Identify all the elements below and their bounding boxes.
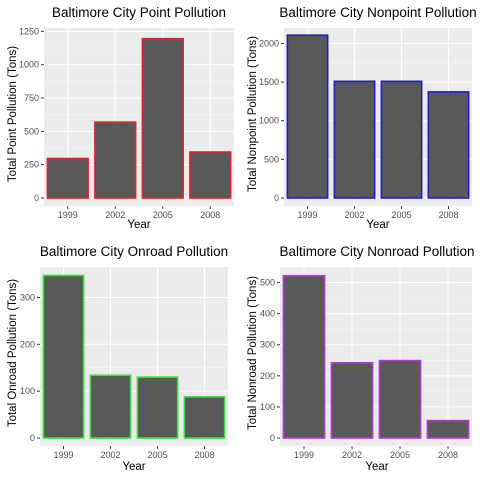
x-tick-label: 2005 <box>390 450 410 460</box>
x-tick-label: 2002 <box>100 450 120 460</box>
x-tick-label: 2008 <box>438 210 458 220</box>
x-tick-label: 1999 <box>53 450 73 460</box>
y-tick-label: 400 <box>260 309 275 319</box>
x-axis-title: Year <box>366 219 389 231</box>
x-axis-title: Year <box>365 461 388 473</box>
y-tick-label: 0 <box>274 193 279 203</box>
x-axis-title: Year <box>127 219 150 231</box>
y-axis-title: Total Nonroad Pollution (Tons) <box>247 276 259 430</box>
x-tick-label: 2005 <box>391 210 411 220</box>
x-tick-label: 2002 <box>105 210 125 220</box>
x-axis-title: Year <box>122 461 145 473</box>
y-tick-label: 300 <box>260 340 275 350</box>
y-tick-label: 0 <box>34 193 39 203</box>
y-tick-label: 750 <box>24 93 39 103</box>
bar-1999 <box>287 35 327 198</box>
bar-2008 <box>428 92 468 198</box>
x-tick-label: 2008 <box>200 210 220 220</box>
y-tick-label: 1000 <box>19 60 39 70</box>
y-tick-label: 100 <box>20 386 35 396</box>
x-tick-label: 2002 <box>344 210 364 220</box>
bar-2002 <box>334 81 374 198</box>
bar-2002 <box>331 363 372 438</box>
bar-2005 <box>142 39 183 198</box>
y-tick-label: 100 <box>260 402 275 412</box>
x-tick-label: 2005 <box>153 210 173 220</box>
x-tick-label: 1999 <box>294 450 314 460</box>
bar-1999 <box>283 276 324 438</box>
y-tick-label: 1250 <box>19 26 39 36</box>
y-tick-label: 0 <box>30 433 35 443</box>
chart-title: Baltimore City Nonpoint Pollution <box>279 5 476 20</box>
bar-2002 <box>95 122 136 198</box>
bar-2008 <box>184 397 224 438</box>
y-tick-label: 200 <box>260 371 275 381</box>
y-tick-label: 500 <box>264 154 279 164</box>
y-tick-label: 1500 <box>259 77 279 87</box>
y-axis-title: Total Point Pollution (Tons) <box>7 46 19 182</box>
x-tick-label: 1999 <box>58 210 78 220</box>
bar-2002 <box>90 375 130 438</box>
chart-onroad-pollution: Baltimore City Onroad Pollution Year Tot… <box>7 244 228 473</box>
bar-2008 <box>190 152 231 198</box>
y-tick-label: 200 <box>20 339 35 349</box>
x-tick-label: 2008 <box>438 450 458 460</box>
y-tick-label: 2000 <box>259 38 279 48</box>
bar-2008 <box>427 421 468 438</box>
y-tick-label: 250 <box>24 160 39 170</box>
x-tick-label: 2002 <box>342 450 362 460</box>
x-tick-label: 1999 <box>297 210 317 220</box>
chart-title: Baltimore City Nonroad Pollution <box>279 244 474 259</box>
y-tick-label: 1000 <box>259 116 279 126</box>
chart-title: Baltimore City Onroad Pollution <box>40 244 228 259</box>
y-tick-label: 500 <box>24 126 39 136</box>
chart-title: Baltimore City Point Pollution <box>52 5 226 20</box>
y-axis-title: Total Onroad Pollution (Tons) <box>7 279 19 427</box>
y-axis-title: Total Nonpoint Pollution (Tons) <box>247 36 259 192</box>
bar-2005 <box>137 377 177 438</box>
chart-nonroad-pollution: Baltimore City Nonroad Pollution Year To… <box>247 244 475 473</box>
x-tick-label: 2005 <box>147 450 167 460</box>
y-tick-label: 500 <box>260 278 275 288</box>
bar-1999 <box>43 275 83 438</box>
bar-2005 <box>381 81 421 198</box>
bar-1999 <box>47 159 88 198</box>
bar-2005 <box>379 361 420 438</box>
y-tick-label: 300 <box>20 292 35 302</box>
x-tick-label: 2008 <box>194 450 214 460</box>
y-tick-label: 0 <box>270 433 275 443</box>
